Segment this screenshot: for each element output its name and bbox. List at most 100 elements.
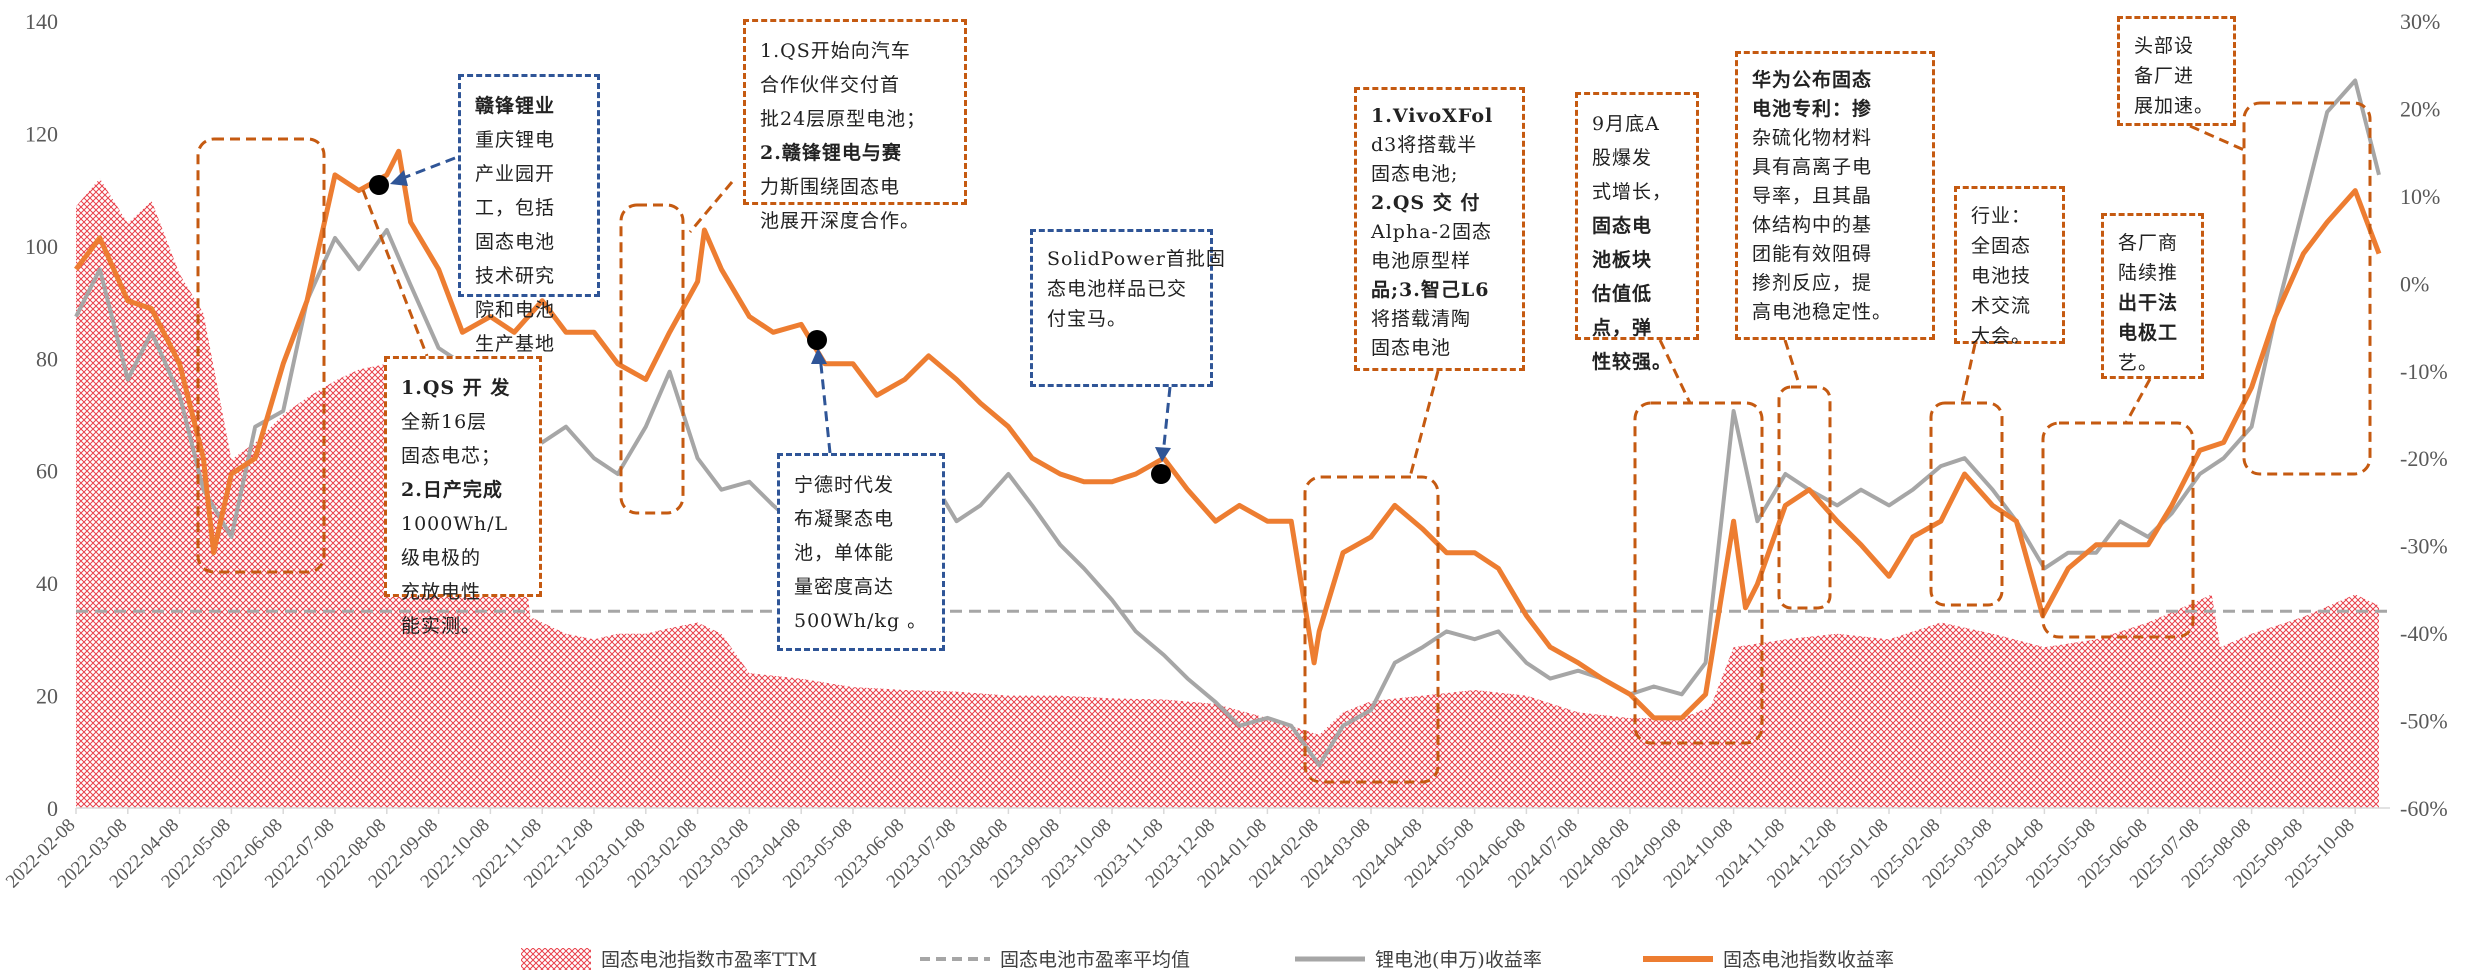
highlight-box [1777,385,1832,610]
left-tick-label: 100 [25,234,58,259]
event-dot [369,175,389,195]
annotation-line: 赣锋锂业 [475,95,556,117]
annotation-line: 具有高离子电 [1752,156,1873,178]
annotation-line: 1.VivoXFol [1371,105,1494,127]
arrow-head-icon [1155,447,1171,462]
legend-swatch-hatch [521,947,591,970]
annotation-line: 充放电性 [401,581,482,603]
annotation-sept: 9月底A 股爆发 式增长， 固态电 池板块 估值低 点，弹 性较强。 [1575,92,1699,373]
annotation-line: 量密度高达 [794,576,895,598]
left-tick-label: 20 [36,684,58,709]
annotation-line: 全新16层 [401,411,488,433]
left-tick-label: 60 [36,459,58,484]
highlight-box [2242,101,2372,476]
annotation-line: 产业园开 [475,163,556,185]
annotation-huawei: 华为公布固态 电池专利：掺 杂硫化物材料 具有高离子电 导率，且其晶 体结构中的基 团能有效… [1735,51,1935,340]
annotation-line: 团能有效阻碍 [1752,243,1873,265]
annotation-equipment: 头部设 备厂进 展加速。 [2117,16,2236,126]
annotation-line: 陆续推 [2118,262,2179,284]
annotation-line: 电池专利：掺 [1752,98,1873,120]
annotation-line: 固态电芯； [401,445,502,467]
connector-line [688,181,734,233]
annotation-line: 重庆锂电 [475,129,556,151]
annotation-line: 行业： [1971,205,2032,227]
annotation-line: 估值低 [1592,283,1653,305]
right-tick-label: 0% [2400,271,2429,296]
pe-ttm-area [76,178,2379,808]
annotation-line: 杂硫化物材料 [1752,127,1873,149]
annotation-line: Alpha-2固态 [1371,221,1493,243]
annotation-line: 态电池样品已交 [1047,278,1188,300]
annotation-line: 1000Wh/L [401,513,509,535]
right-tick-label: -60% [2400,796,2448,821]
annotation-dry-electrode: 各厂商 陆续推 出干法 电极工 艺。 [2101,213,2204,379]
annotation-line: 级电极的 [401,547,482,569]
legend-item-pe-mean: 固态电池市盈率平均值 [920,945,1190,972]
highlight-box [196,137,326,574]
annotation-line: 固态电池 [1371,337,1452,359]
legend-label: 固态电池市盈率平均值 [1000,949,1191,971]
annotation-line: 电池原型样 [1371,250,1472,272]
annotation-line: 式增长， [1592,181,1673,203]
x-axis-ticks: 2022-02-082022-03-082022-04-082022-05-08… [2,808,2359,892]
annotation-line: 能实测。 [401,615,482,637]
annotation-line: 付宝马。 [1047,308,1128,330]
annotation-line: 固态电池 [475,231,556,253]
annotation-catl: 宁德时代发 布凝聚态电 池，单体能 量密度高达 500Wh/kg 。 [777,453,945,651]
annotation-line: 艺。 [2118,352,2159,374]
legend: 固态电池指数市盈率TTM 固态电池市盈率平均值 锂电池(申万)收益率 固态电池指… [0,945,2465,975]
arrow-head-icon [811,348,827,364]
right-tick-label: -50% [2400,709,2448,734]
right-tick-label: -40% [2400,621,2448,646]
highlight-box [619,203,685,515]
annotation-line: d3将搭载半 [1371,134,1478,156]
arrow-heads [390,170,1171,462]
annotation-line: 掺剂反应，提 [1752,272,1873,294]
annotation-line: 点，弹 [1592,317,1653,339]
connector-line [1960,343,1977,404]
annotation-line: 2.日产完成 [401,479,503,501]
annotation-line: SolidPower首批固 [1047,248,1226,270]
annotation-line: 技术研究 [475,265,556,287]
connector-lines [361,124,2245,478]
connector-line [1408,370,1440,478]
right-tick-label: -30% [2400,534,2448,559]
annotation-line: 9月底A [1592,113,1660,135]
annotation-line: 备厂进 [2134,65,2195,87]
annotation-line: 固态电池; [1371,163,1459,185]
annotation-line: 电池技 [1971,265,2032,287]
left-tick-label: 40 [36,571,58,596]
annotation-line: 2.QS 交 付 [1371,192,1481,214]
annotation-line: 高电池稳定性。 [1752,301,1893,323]
legend-swatch-orange-line [1643,955,1713,962]
left-tick-label: 0 [47,796,58,821]
legend-label: 锂电池(申万)收益率 [1375,949,1542,971]
legend-item-solid-state-return: 固态电池指数收益率 [1643,945,1894,972]
legend-item-pe-ttm: 固态电池指数市盈率TTM [521,945,817,972]
connector-line [2189,124,2245,152]
highlight-box [1633,401,1764,745]
annotation-vivo: 1.VivoXFol d3将搭载半 固态电池; 2.QS 交 付 Alpha-2固态 电池… [1354,87,1525,371]
annotation-line: 各厂商 [2118,232,2179,254]
annotation-line: 1.QS开始向汽车 [760,40,911,62]
annotation-solidpower: SolidPower首批固 态电池样品已交 付宝马。 [1030,229,1226,387]
right-tick-label: -10% [2400,359,2448,384]
arrow-line [818,354,832,454]
annotation-line: 将搭载清陶 [1371,308,1472,330]
annotation-line: 展加速。 [2134,95,2215,117]
event-dots [369,175,1171,484]
arrow-line [397,156,456,182]
connector-line [361,189,429,357]
event-dot [807,330,827,350]
annotation-line: 池展开深度合作。 [760,210,921,232]
connector-line [2124,378,2152,424]
annotation-industry: 行业： 全固态 电池技 术交流 大会。 [1954,186,2065,347]
annotation-line: 大会。 [1971,325,2032,347]
solid-state-return-line [74,148,2382,721]
arrow-head-icon [390,170,408,186]
annotation-line: 出干法 [2118,292,2179,314]
annotation-ganfeng: 赣锋锂业 重庆锂电 产业园开 工，包括 固态电池 技术研究 院和电池 生产基地 [458,74,600,355]
arrow-line [1161,386,1172,456]
highlight-box [1303,475,1440,784]
